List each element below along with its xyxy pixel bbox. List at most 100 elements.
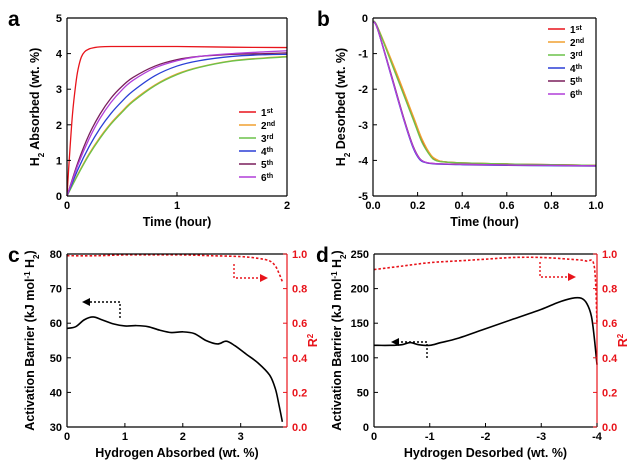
y-axis-label-sub-d: 2 bbox=[339, 254, 348, 259]
legend-label-sup-a-1: nd bbox=[267, 121, 276, 128]
y2-axis-label-sup-c: 2 bbox=[306, 333, 315, 338]
x-tick-label-d-2: -2 bbox=[481, 431, 491, 443]
y-tick-label-b-5: -5 bbox=[358, 191, 368, 203]
y-axis-label-sup-c: -1 bbox=[23, 271, 32, 279]
y2-tick-label-d-2: 0.4 bbox=[602, 353, 618, 365]
y-tick-label-d-0: 0 bbox=[363, 422, 369, 434]
legend-label-num-a-2: 3 bbox=[261, 134, 267, 145]
y2-axis-label-main-c: R bbox=[306, 338, 320, 347]
y-tick-label-c-0: 30 bbox=[50, 422, 62, 434]
legend-label-b-1: 2nd bbox=[570, 38, 584, 50]
y-tick-label-c-5: 80 bbox=[50, 249, 62, 261]
x-tick-label-b-4: 0.8 bbox=[544, 200, 559, 212]
x-axis-label-d: Hydrogen Desorbed (wt. %) bbox=[404, 446, 567, 460]
y2-tick-label-c-3: 0.6 bbox=[292, 318, 307, 330]
legend-label-num-b-2: 3 bbox=[570, 51, 576, 62]
y-axis-label-main-a: H bbox=[28, 157, 42, 166]
legend-label-b-4: 5th bbox=[570, 77, 582, 89]
y-tick-label-a-2: 2 bbox=[56, 120, 62, 132]
y-axis-label-rest-b: Desorbed (wt. %) bbox=[334, 48, 348, 153]
y-tick-label-b-2: -2 bbox=[358, 84, 368, 96]
y-axis-label-b: H2 Desorbed (wt. %) bbox=[334, 48, 352, 166]
y-tick-label-a-4: 4 bbox=[56, 49, 63, 61]
y-tick-label-c-1: 40 bbox=[50, 387, 62, 399]
legend-label-b-5: 6th bbox=[570, 90, 582, 102]
y2-axis-label-d: R2 bbox=[616, 333, 631, 347]
x-tick-label-d-4: -4 bbox=[592, 431, 603, 443]
x-tick-label-b-5: 1.0 bbox=[588, 200, 603, 212]
x-tick-label-d-1: -1 bbox=[425, 431, 435, 443]
x-tick-label-c-0: 0 bbox=[64, 431, 70, 443]
y2-axis-label-main-d: R bbox=[616, 338, 630, 347]
y-tick-label-d-3: 150 bbox=[351, 318, 369, 330]
y2-tick-label-d-0: 0.0 bbox=[602, 422, 617, 434]
y-axis-label-sub-c: 2 bbox=[32, 254, 41, 259]
arrow-right-head-c bbox=[260, 274, 268, 282]
y-tick-label-c-3: 60 bbox=[50, 318, 62, 330]
arrow-left-line-c bbox=[88, 301, 121, 318]
series-line-a-3 bbox=[66, 53, 288, 197]
y2-tick-label-c-1: 0.2 bbox=[292, 387, 307, 399]
series-line-d-0 bbox=[373, 296, 598, 365]
x-tick-label-a-0: 0 bbox=[64, 200, 70, 212]
legend-label-num-a-1: 2 bbox=[261, 121, 267, 132]
legend-label-a-3: 4th bbox=[261, 147, 273, 159]
legend-label-sup-b-2: rd bbox=[576, 51, 583, 58]
legend-label-num-b-1: 2 bbox=[570, 38, 576, 49]
y-tick-label-d-5: 250 bbox=[351, 249, 369, 261]
legend-label-a-4: 5th bbox=[261, 160, 273, 172]
panel-label-b: b bbox=[317, 8, 330, 31]
y2-tick-label-d-4: 0.8 bbox=[602, 284, 617, 296]
legend-label-num-b-5: 6 bbox=[570, 90, 576, 101]
y-tick-label-a-3: 3 bbox=[56, 84, 62, 96]
y-axis-label-main-c: Activation Barrier (kJ mol bbox=[23, 279, 37, 431]
legend-label-num-a-5: 6 bbox=[261, 173, 267, 184]
x-tick-label-b-3: 0.6 bbox=[499, 200, 514, 212]
legend-label-b-2: 3rd bbox=[570, 51, 583, 63]
series-line-a-1 bbox=[66, 55, 288, 197]
y2-tick-label-d-5: 1.0 bbox=[602, 249, 617, 261]
y2-axis-label-c: R2 bbox=[306, 333, 321, 347]
x-tick-label-a-2: 2 bbox=[284, 200, 290, 212]
legend-label-sup-b-4: th bbox=[576, 77, 583, 84]
series-line-c-1 bbox=[66, 254, 284, 282]
legend-label-num-a-4: 5 bbox=[261, 160, 267, 171]
y-axis-label-end-d: ) bbox=[330, 250, 344, 254]
y-tick-label-d-4: 200 bbox=[351, 284, 369, 296]
y-axis-label-d: Activation Barrier (kJ mol-1 H2) bbox=[330, 250, 348, 430]
y-axis-label-rest-a: Absorbed (wt. %) bbox=[28, 48, 42, 153]
legend-label-sup-b-1: nd bbox=[576, 38, 585, 45]
y2-tick-label-c-0: 0.0 bbox=[292, 422, 307, 434]
x-tick-label-d-0: 0 bbox=[371, 431, 377, 443]
x-tick-label-b-2: 0.4 bbox=[455, 200, 471, 212]
legend-label-num-b-3: 4 bbox=[570, 64, 576, 75]
y-axis-label-rest-c: H bbox=[23, 259, 37, 272]
series-line-d-1 bbox=[373, 256, 598, 324]
y-axis-label-c: Activation Barrier (kJ mol-1 H2) bbox=[23, 250, 41, 430]
y-tick-label-a-0: 0 bbox=[56, 191, 62, 203]
y2-tick-label-d-3: 0.6 bbox=[602, 318, 617, 330]
x-tick-label-d-3: -3 bbox=[536, 431, 546, 443]
x-tick-label-c-1: 1 bbox=[122, 431, 128, 443]
y-tick-label-a-5: 5 bbox=[56, 13, 62, 25]
legend-label-sup-a-3: th bbox=[267, 147, 274, 154]
y-tick-label-a-1: 1 bbox=[56, 155, 62, 167]
series-line-c-0 bbox=[66, 316, 284, 422]
panel-label-c: c bbox=[8, 244, 20, 267]
legend-label-b-3: 4th bbox=[570, 64, 582, 76]
legend-label-num-b-0: 1 bbox=[570, 25, 576, 36]
y-tick-label-d-2: 100 bbox=[351, 353, 369, 365]
arrow-left-head-d bbox=[391, 338, 399, 346]
x-axis-label-c: Hydrogen Absorbed (wt. %) bbox=[95, 446, 258, 460]
legend-label-a-5: 6th bbox=[261, 173, 273, 185]
y-tick-label-c-2: 50 bbox=[50, 353, 62, 365]
series-line-a-0 bbox=[66, 45, 288, 197]
y2-axis-label-sup-d: 2 bbox=[616, 333, 625, 338]
legend-label-sup-b-5: th bbox=[576, 90, 583, 97]
y-axis-label-main-d: Activation Barrier (kJ mol bbox=[330, 279, 344, 431]
legend-label-a-1: 2nd bbox=[261, 121, 275, 133]
y-axis-label-sup-d: -1 bbox=[330, 271, 339, 279]
y-axis-label-sub-b: 2 bbox=[343, 152, 352, 157]
arrow-left-head-c bbox=[82, 298, 90, 306]
